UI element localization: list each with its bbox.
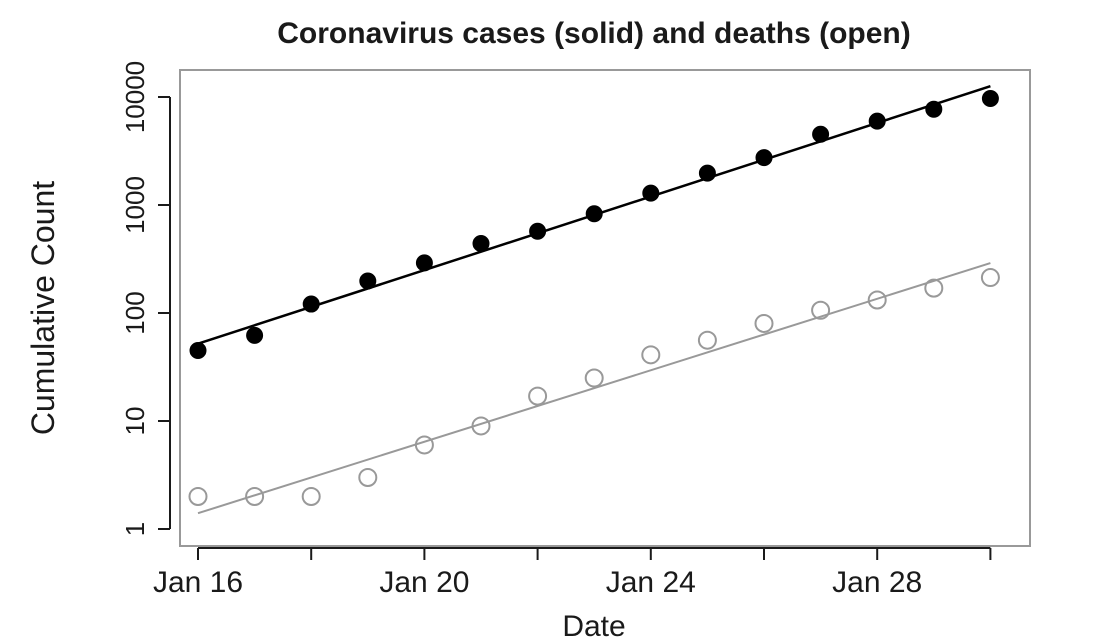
cases-point <box>925 100 943 118</box>
y-tick-label: 10000 <box>120 61 150 133</box>
x-tick-label: Jan 28 <box>832 566 922 599</box>
y-tick-label: 100 <box>120 291 150 334</box>
deaths-point <box>414 435 434 455</box>
cases-point <box>472 235 490 253</box>
deaths-point <box>754 313 774 333</box>
cases-point <box>529 222 547 240</box>
cases-point <box>642 184 660 202</box>
cases-point <box>698 164 716 182</box>
cases-point <box>359 272 377 290</box>
y-axis: 1 10 100 1000 10000 <box>120 61 171 536</box>
deaths-point <box>301 486 321 506</box>
deaths-point <box>697 330 717 350</box>
cases-point <box>189 341 207 359</box>
deaths-point <box>924 278 944 298</box>
deaths-point <box>584 368 604 388</box>
deaths-point <box>188 486 208 506</box>
cases-point <box>868 112 886 130</box>
deaths-point <box>471 416 491 436</box>
plot-frame <box>179 69 1031 547</box>
x-tick-label: Jan 20 <box>379 566 469 599</box>
cases-point <box>302 295 320 313</box>
deaths-point <box>980 268 1000 288</box>
cases-point <box>246 326 264 344</box>
y-axis-label: Cumulative Count <box>25 181 61 435</box>
x-tick-label: Jan 24 <box>606 566 696 599</box>
x-tick-label: Jan 16 <box>153 566 243 599</box>
cases-point <box>415 254 433 272</box>
deaths-fit-line <box>197 262 991 515</box>
x-axis: Jan 16 Jan 20 Jan 24 Jan 28 <box>153 547 992 599</box>
deaths-point <box>867 290 887 310</box>
cases-point <box>812 125 830 143</box>
deaths-point <box>245 486 265 506</box>
deaths-point <box>358 467 378 487</box>
chart-title: Coronavirus cases (solid) and deaths (op… <box>277 17 910 50</box>
y-tick-label: 1 <box>120 522 150 536</box>
cases-point <box>755 149 773 167</box>
y-tick-label: 1000 <box>120 176 150 234</box>
deaths-point <box>528 386 548 406</box>
cases-point <box>585 205 603 223</box>
deaths-point <box>811 300 831 320</box>
y-tick-label: 10 <box>120 407 150 436</box>
data-points <box>188 89 1000 506</box>
deaths-point <box>641 345 661 365</box>
cases-point <box>981 89 999 107</box>
x-axis-label: Date <box>562 610 625 643</box>
